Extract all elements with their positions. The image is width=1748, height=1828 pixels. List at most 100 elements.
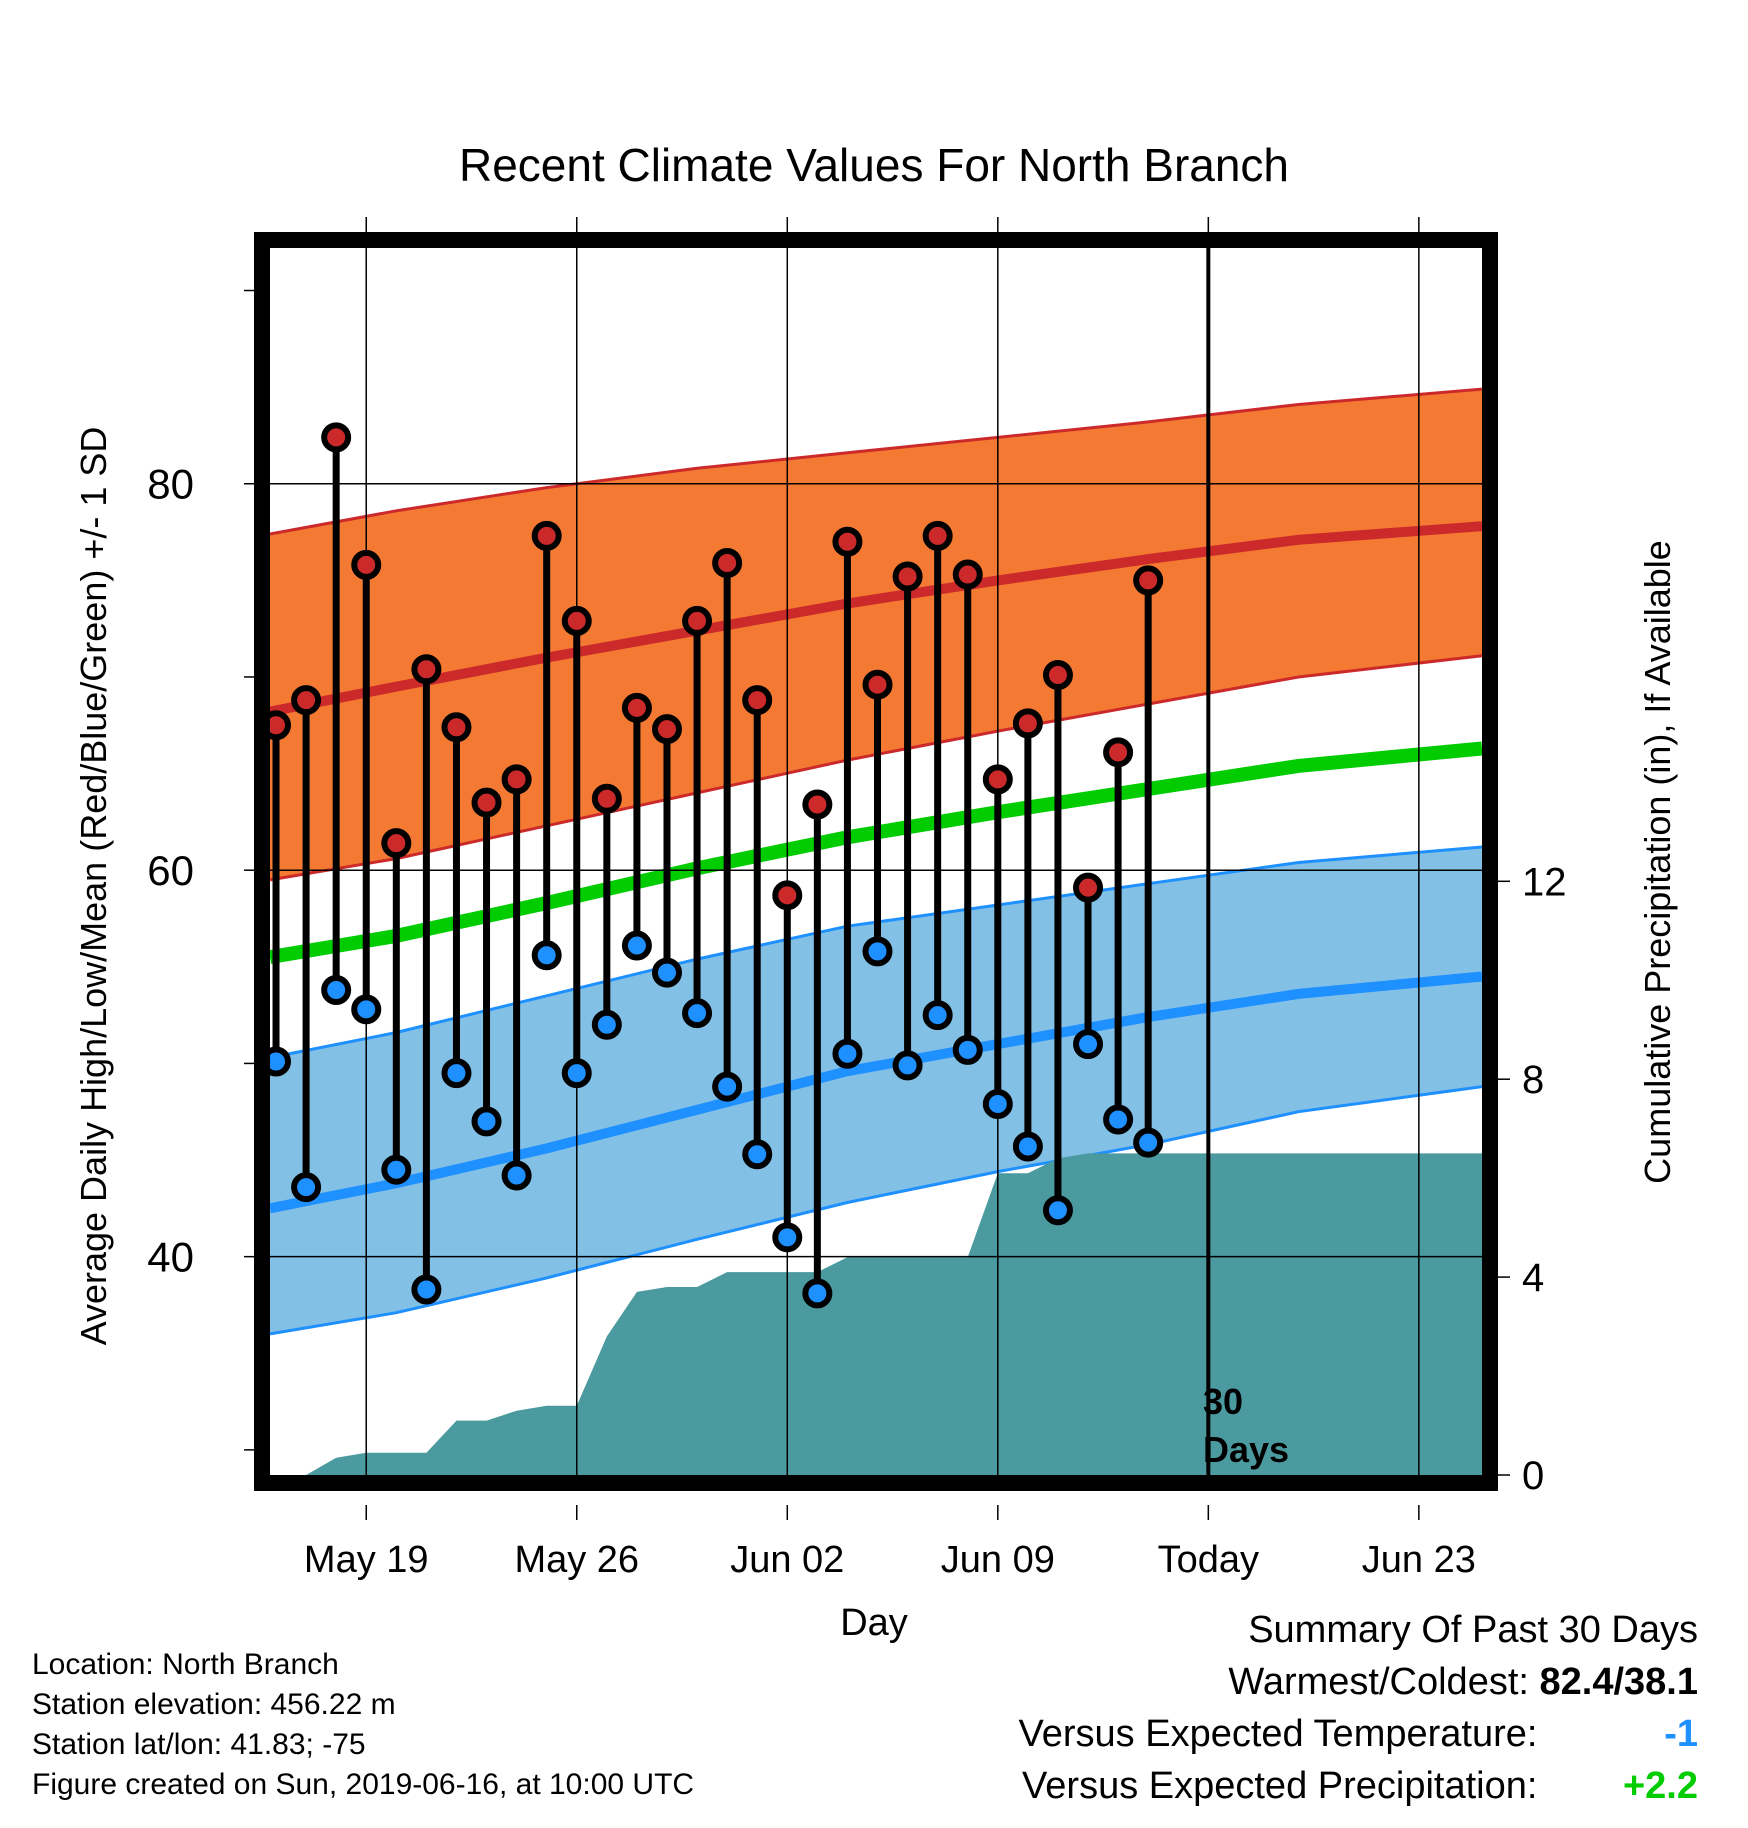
today-marker-label-days: Days <box>1203 1429 1289 1470</box>
daily-low-point <box>1073 1029 1104 1060</box>
x-tick-label-0: May 19 <box>304 1539 429 1581</box>
precip-anomaly-label: Versus Expected Precipitation: <box>1022 1765 1538 1807</box>
x-axis-label: Day <box>840 1602 908 1644</box>
daily-low-point <box>321 974 352 1005</box>
daily-low-point <box>411 1274 442 1305</box>
daily-low-point <box>682 998 713 1029</box>
x-tick-label-3: Jun 09 <box>941 1539 1055 1581</box>
daily-high-point <box>712 547 743 578</box>
daily-low-point <box>832 1038 863 1069</box>
y-right-tick-label-2: 8 <box>1522 1058 1544 1102</box>
y-axis-right-label: Cumulative Precipitation (in), If Availa… <box>1637 540 1678 1184</box>
daily-high-point <box>561 605 592 636</box>
daily-high-point <box>321 422 352 453</box>
precip-area <box>270 1153 1482 1475</box>
y-left-tick-label-0: 40 <box>147 1234 194 1281</box>
y-left-tick-label-1: 60 <box>147 847 194 894</box>
chart-title: Recent Climate Values For North Branch <box>459 139 1289 191</box>
daily-high-point <box>1012 708 1043 739</box>
daily-high-point <box>381 828 412 859</box>
high-sd-band <box>270 389 1482 880</box>
daily-high-point <box>351 549 382 580</box>
summary-warm-cold: Warmest/Coldest: 82.4/38.1 <box>1019 1656 1698 1708</box>
x-tick-label-2: Jun 02 <box>730 1539 844 1581</box>
y-right-tick-label-0: 0 <box>1522 1454 1544 1498</box>
high-upper-line <box>269 387 1483 536</box>
plot-frame <box>254 232 1498 1491</box>
daily-low-point <box>802 1278 833 1309</box>
daily-low-point <box>1133 1127 1164 1158</box>
summary-precipitation: Versus Expected Precipitation: +2.2 <box>1019 1760 1698 1812</box>
x-tick-label-5: Jun 23 <box>1362 1539 1476 1581</box>
daily-low-point <box>982 1089 1013 1120</box>
daily-low-point <box>471 1106 502 1137</box>
daily-low-point <box>742 1139 773 1170</box>
daily-low-point <box>531 940 562 971</box>
daily-low-point <box>1103 1104 1134 1135</box>
daily-high-point <box>682 605 713 636</box>
daily-low-point <box>712 1071 743 1102</box>
station-info: Location: North Branch Station elevation… <box>32 1645 694 1805</box>
summary-temperature: Versus Expected Temperature: -1 <box>1019 1708 1698 1760</box>
temp-anomaly-label: Versus Expected Temperature: <box>1018 1713 1538 1755</box>
daily-high-point <box>952 559 983 590</box>
daily-low-point <box>561 1058 592 1089</box>
daily-low-point <box>441 1058 472 1089</box>
daily-high-point <box>862 669 893 700</box>
daily-high-point <box>501 764 532 795</box>
today-marker-label-30: 30 <box>1203 1381 1243 1422</box>
y-axis-left-label: Average Daily High/Low/Mean (Red/Blue/Gr… <box>73 427 114 1346</box>
summary-heading: Summary Of Past 30 Days <box>1248 1609 1698 1651</box>
summary-panel: Summary Of Past 30 Days Warmest/Coldest:… <box>1019 1604 1698 1812</box>
y-right-tick-label-3: 12 <box>1522 860 1567 904</box>
y-left-tick-label-2: 80 <box>147 461 194 508</box>
daily-high-point <box>802 789 833 820</box>
daily-high-point <box>1133 565 1164 596</box>
daily-low-point <box>1012 1131 1043 1162</box>
daily-high-point <box>651 714 682 745</box>
daily-low-point <box>862 936 893 967</box>
daily-high-point <box>1103 737 1134 768</box>
daily-high-point <box>441 712 472 743</box>
daily-low-point <box>501 1160 532 1191</box>
daily-high-point <box>531 520 562 551</box>
daily-low-point <box>621 930 652 961</box>
daily-low-point <box>1042 1195 1073 1226</box>
daily-low-point <box>922 1000 953 1031</box>
daily-low-point <box>772 1222 803 1253</box>
temp-anomaly-value: -1 <box>1664 1713 1698 1755</box>
location-text: Location: North Branch <box>32 1648 339 1681</box>
latlon-text: Station lat/lon: 41.83; -75 <box>32 1728 366 1761</box>
x-tick-label-4: Today <box>1158 1539 1259 1581</box>
daily-high-point <box>1073 872 1104 903</box>
daily-high-point <box>742 685 773 716</box>
daily-high-point <box>591 783 622 814</box>
warm-cold-value: 82.4/38.1 <box>1539 1661 1698 1703</box>
daily-high-point <box>892 561 923 592</box>
daily-high-point <box>291 685 322 716</box>
y-right-tick-label-1: 4 <box>1522 1256 1544 1300</box>
low-lower-line <box>269 1085 1483 1336</box>
daily-low-point <box>381 1154 412 1185</box>
daily-high-point <box>411 654 442 685</box>
daily-high-point <box>1042 660 1073 691</box>
created-text: Figure created on Sun, 2019-06-16, at 10… <box>32 1768 695 1801</box>
daily-high-point <box>982 764 1013 795</box>
x-tick-label-1: May 26 <box>514 1539 639 1581</box>
precip-anomaly-value: +2.2 <box>1622 1765 1698 1807</box>
daily-low-point <box>892 1050 923 1081</box>
daily-low-point <box>351 994 382 1025</box>
daily-high-point <box>772 880 803 911</box>
daily-high-point <box>922 520 953 551</box>
daily-high-point <box>471 787 502 818</box>
daily-high-point <box>621 692 652 723</box>
daily-high-point <box>832 526 863 557</box>
daily-low-point <box>651 957 682 988</box>
warm-cold-label: Warmest/Coldest: <box>1228 1661 1529 1703</box>
daily-low-point <box>291 1172 322 1203</box>
daily-low-point <box>591 1009 622 1040</box>
elevation-text: Station elevation: 456.22 m <box>32 1688 396 1721</box>
low-sd-band <box>270 847 1482 1334</box>
daily-low-point <box>952 1034 983 1065</box>
